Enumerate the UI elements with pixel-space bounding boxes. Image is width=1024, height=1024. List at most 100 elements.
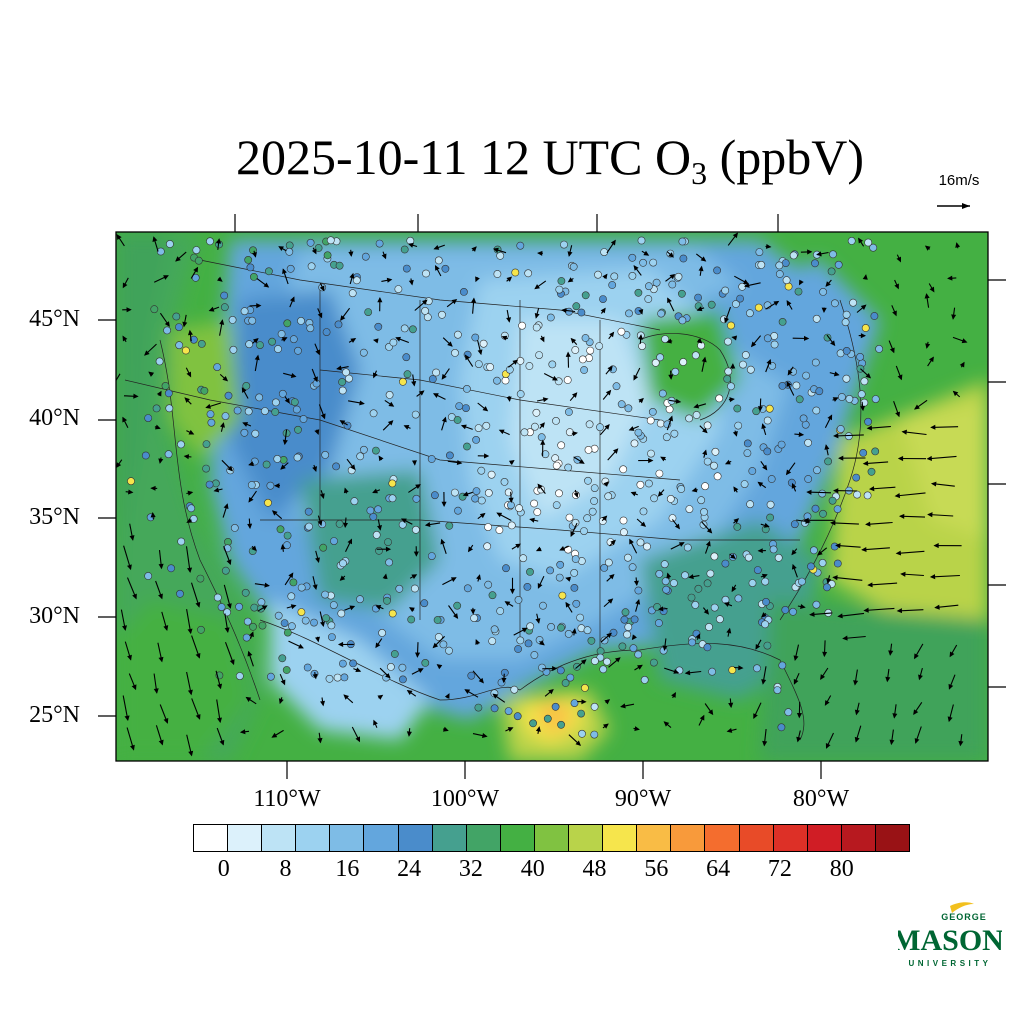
station-dot: [197, 339, 206, 348]
station-dot: [164, 389, 173, 398]
station-dot: [472, 435, 480, 444]
wind-vector-head: [400, 518, 407, 524]
station-dot: [374, 322, 383, 331]
wind-vector-head: [355, 736, 360, 743]
wind-vector-head: [951, 314, 957, 320]
wind-vector-head: [634, 726, 640, 732]
station-dot: [432, 368, 440, 377]
wind-vector-head: [785, 469, 792, 476]
wind-vector-head: [319, 285, 325, 292]
wind-vector-head: [858, 237, 864, 244]
station-dot: [662, 433, 671, 442]
station-dot: [395, 584, 404, 593]
wind-vector-head: [284, 397, 290, 404]
wind-vector-head: [408, 279, 414, 286]
station-dot: [248, 316, 257, 325]
station-dot: [410, 584, 419, 593]
station-dot: [824, 457, 832, 466]
wind-vector-head: [947, 275, 953, 281]
station-dot: [746, 365, 755, 374]
station-dot: [488, 637, 497, 645]
station-dot: [434, 633, 443, 641]
station-dot: [557, 623, 565, 632]
wind-vector-head: [602, 273, 608, 280]
station-dot: [403, 370, 412, 379]
station-dot: [679, 254, 688, 263]
wind-vector-head: [896, 256, 901, 263]
station-dot: [668, 280, 677, 289]
station-dot: [754, 303, 763, 312]
station-dot: [634, 428, 643, 437]
wind-vector-head: [732, 430, 738, 437]
station-dot: [706, 569, 715, 578]
station-dot: [306, 324, 315, 333]
wind-vector-head: [216, 238, 222, 244]
station-dot: [655, 570, 664, 578]
wind-vector-head: [605, 389, 612, 396]
wind-vector-head: [320, 413, 326, 420]
wind-vector-head: [349, 605, 356, 611]
wind-vector-head: [571, 392, 578, 398]
station-dot: [703, 421, 712, 430]
station-dot: [804, 438, 812, 447]
wind-vector-head: [481, 733, 488, 738]
wind-vector-head: [475, 276, 480, 283]
colorbar-tick-label: 80: [829, 856, 854, 882]
station-dot: [530, 651, 539, 659]
wind-vector-head: [406, 731, 412, 737]
station-dot: [861, 324, 870, 332]
station-dot: [556, 666, 565, 675]
wind-vector-head: [757, 406, 763, 412]
station-dot: [502, 564, 510, 573]
station-dot: [434, 256, 443, 265]
colorbar-swatch: [739, 825, 774, 851]
wind-vector-head: [471, 246, 477, 252]
ozone-concentration-field: [116, 232, 988, 761]
station-dot: [325, 674, 334, 683]
station-dot: [224, 391, 233, 400]
station-dot: [366, 506, 375, 515]
wind-vector-head: [515, 543, 521, 549]
wind-vector-head: [892, 310, 897, 317]
station-dot: [557, 720, 565, 729]
wind-vector-head: [750, 341, 757, 348]
station-dot: [150, 305, 159, 314]
wind-vector-head: [798, 279, 804, 286]
station-dot: [628, 253, 637, 262]
wind-vector-head: [378, 455, 384, 462]
wind-vector-head: [261, 605, 268, 611]
station-dot: [842, 346, 851, 355]
wind-vector: [838, 612, 865, 617]
station-dot: [723, 374, 732, 383]
wind-vector: [897, 609, 924, 612]
station-dot: [398, 520, 407, 529]
station-dot: [701, 482, 709, 491]
wind-vector-head: [894, 493, 901, 499]
wind-vector-head: [217, 717, 222, 724]
wind-vector-head: [755, 643, 761, 650]
logo-mason: MASON: [898, 924, 1002, 957]
wind-vector-head: [129, 535, 135, 541]
wind-vector-head: [693, 403, 700, 409]
wind-vector-head: [691, 487, 698, 493]
wind-vector-head: [290, 604, 297, 610]
station-dot: [176, 589, 184, 598]
station-dot: [471, 333, 480, 342]
wind-vector-head: [803, 517, 809, 523]
station-dot: [338, 386, 347, 395]
station-dot: [496, 607, 505, 615]
wind-vector-head: [183, 454, 190, 460]
station-dot: [516, 356, 525, 365]
station-dot: [656, 353, 664, 362]
wind-vector-head: [482, 406, 489, 412]
station-dot: [319, 543, 328, 552]
wind-vector: [831, 522, 859, 525]
station-dot: [127, 477, 135, 486]
wind-vector-head: [926, 455, 932, 461]
wind-vector: [836, 544, 861, 548]
wind-vector-head: [753, 713, 758, 720]
map-frame: [115, 231, 989, 762]
station-dot: [733, 523, 742, 531]
station-dot: [691, 601, 700, 609]
wind-vector-head: [612, 448, 619, 454]
